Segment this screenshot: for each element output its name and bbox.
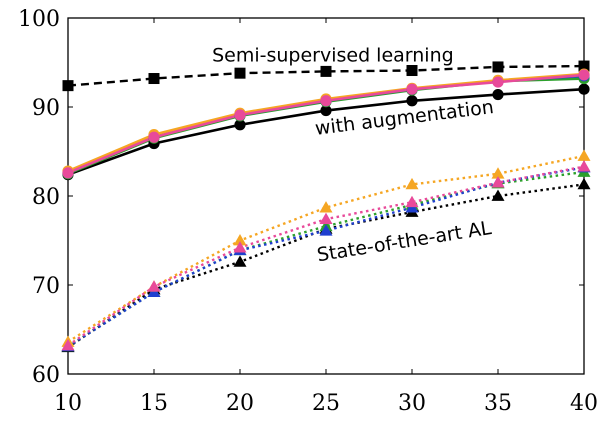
x-tick-label: 25 <box>312 391 340 416</box>
square-marker <box>492 61 504 73</box>
triangle-marker <box>319 212 333 225</box>
circle-marker <box>320 95 332 107</box>
triangle-marker <box>491 189 505 201</box>
circle-marker <box>578 83 590 95</box>
triangle-marker <box>233 241 247 253</box>
y-tick-label: 70 <box>32 274 60 299</box>
circle-marker <box>234 109 246 121</box>
x-tick-label: 10 <box>54 391 82 416</box>
square-marker <box>320 65 332 77</box>
circle-marker <box>320 104 332 117</box>
triangle-marker <box>577 160 591 172</box>
y-tick-label: 60 <box>32 363 60 388</box>
triangle-marker <box>233 234 247 246</box>
tick-labels: 10 15 20 25 30 35 40 60 70 80 90 100 <box>18 7 598 416</box>
triangle-marker <box>491 176 505 188</box>
triangle-marker <box>405 177 419 190</box>
y-tick-label: 80 <box>32 185 60 210</box>
series-markers <box>61 60 591 353</box>
square-marker <box>62 80 74 92</box>
circle-marker <box>492 76 504 88</box>
x-tick-label: 15 <box>140 391 168 416</box>
circle-marker <box>578 69 590 81</box>
circle-marker <box>406 95 418 107</box>
circle-marker <box>148 131 160 143</box>
y-tick-label: 90 <box>32 96 60 121</box>
triangle-marker <box>319 201 333 213</box>
plot-axes <box>67 17 585 375</box>
x-tick-label: 40 <box>570 391 598 416</box>
circle-marker <box>492 88 504 101</box>
x-tick-label: 20 <box>226 391 254 416</box>
triangle-marker <box>577 177 591 190</box>
triangle-marker <box>577 149 591 161</box>
x-tick-label: 35 <box>484 391 512 416</box>
square-marker <box>406 65 418 77</box>
triangle-marker <box>319 224 333 236</box>
circle-marker <box>234 119 246 131</box>
annotation-label: Semi-supervised learning <box>212 45 454 67</box>
triangle-marker <box>233 255 247 267</box>
circle-marker <box>62 167 74 179</box>
triangle-marker <box>147 280 161 292</box>
triangle-marker <box>405 195 419 208</box>
annotation-label: State-of-the-art AL <box>315 217 493 266</box>
square-marker <box>578 60 590 72</box>
triangle-marker <box>61 339 75 351</box>
triangle-marker <box>491 167 505 179</box>
square-marker <box>234 67 246 79</box>
circle-marker <box>406 83 418 95</box>
x-tick-label: 30 <box>398 391 426 416</box>
square-marker <box>148 73 160 85</box>
y-tick-label: 100 <box>18 7 60 32</box>
